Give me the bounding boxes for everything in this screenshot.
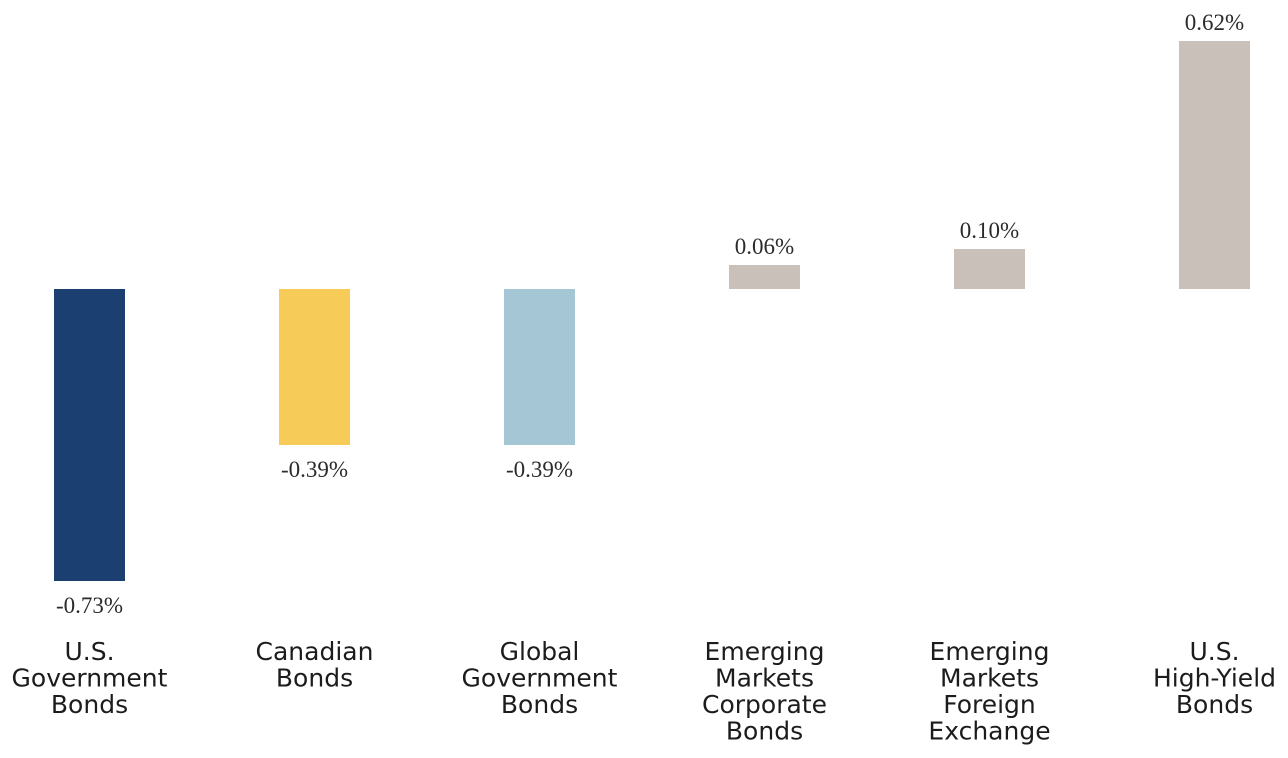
value-label-4: 0.06% — [735, 234, 794, 259]
category-label-line: U.S. — [64, 637, 114, 666]
category-label-line: U.S. — [1189, 637, 1239, 666]
category-label-line: Canadian — [256, 637, 374, 666]
bar-6 — [1179, 41, 1250, 289]
value-label-2: -0.39% — [281, 457, 348, 482]
value-label-6: 0.62% — [1185, 10, 1244, 35]
category-label-line: Government — [12, 664, 168, 693]
category-label-line: Bonds — [51, 690, 128, 719]
category-label-line: Corporate — [702, 690, 827, 719]
bars-group — [54, 41, 1250, 581]
category-label-line: Government — [462, 664, 618, 693]
category-label-3: Global Government Bonds — [462, 637, 618, 719]
category-label-line: Emerging — [930, 637, 1050, 666]
bar-3 — [504, 289, 575, 445]
bar-1 — [54, 289, 125, 581]
category-label-line: Bonds — [501, 690, 578, 719]
bar-2 — [279, 289, 350, 445]
category-label-line: Markets — [940, 664, 1039, 693]
category-label-line: Markets — [715, 664, 814, 693]
value-label-5: 0.10% — [960, 218, 1019, 243]
category-label-line: Bonds — [1176, 690, 1253, 719]
category-label-line: Bonds — [276, 664, 353, 693]
value-label-3: -0.39% — [506, 457, 573, 482]
value-label-1: -0.73% — [56, 593, 123, 618]
category-label-line: Foreign — [943, 690, 1036, 719]
value-labels-group: -0.73% -0.39% -0.39% 0.06% 0.10% 0.62% — [56, 10, 1244, 618]
bar-5 — [954, 249, 1025, 289]
category-label-4: Emerging Markets Corporate Bonds — [702, 637, 827, 746]
category-label-1: U.S. Government Bonds — [12, 637, 168, 719]
category-label-line: Emerging — [705, 637, 825, 666]
bar-4 — [729, 265, 800, 289]
category-label-line: Bonds — [726, 717, 803, 746]
category-label-6: U.S. High-Yield Bonds — [1153, 637, 1276, 719]
category-label-line: Exchange — [928, 717, 1050, 746]
category-label-line: Global — [500, 637, 580, 666]
category-label-5: Emerging Markets Foreign Exchange — [928, 637, 1050, 746]
category-label-line: High-Yield — [1153, 664, 1276, 693]
category-label-2: Canadian Bonds — [256, 637, 374, 693]
